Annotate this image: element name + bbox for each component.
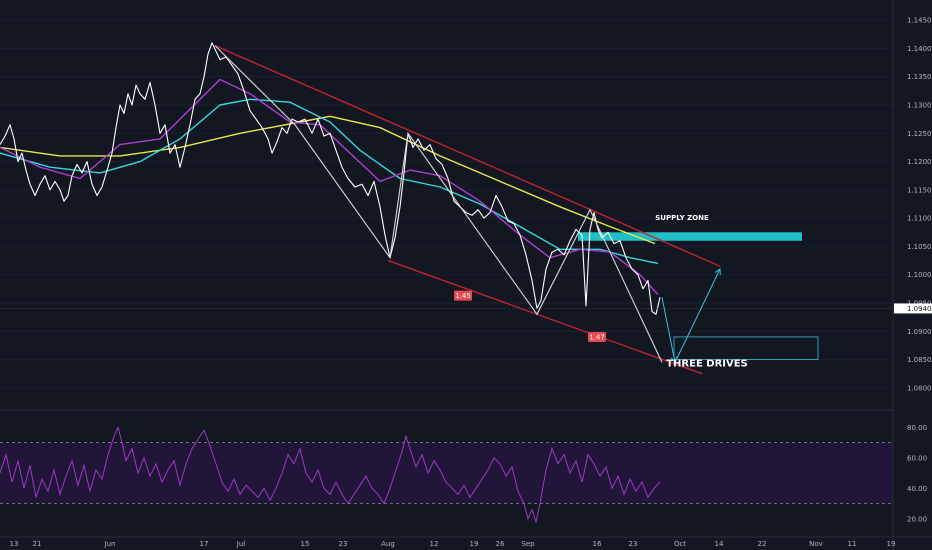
price-tick-label: 1.08000 <box>907 384 932 392</box>
price-tick-label: 1.12000 <box>907 158 932 166</box>
time-tick-label: 23 <box>339 540 348 548</box>
fib-ratio-text: 1.47 <box>589 334 605 342</box>
price-tick-label: 1.14000 <box>907 45 932 53</box>
time-tick-label: 22 <box>758 540 767 548</box>
time-tick-label: Aug <box>381 540 395 548</box>
time-tick-label: 11 <box>848 540 857 548</box>
last-price-tag: 1.09404 <box>894 303 932 314</box>
price-tick-label: 1.10500 <box>907 243 932 251</box>
supply-zone-label: SUPPLY ZONE <box>655 214 709 222</box>
time-tick-label: Oct <box>674 540 686 548</box>
time-tick-label: Jul <box>236 540 246 548</box>
rsi-tick-label: 80.00 <box>907 424 927 432</box>
moving-average-line-1 <box>0 115 656 245</box>
time-tick-label: 19 <box>887 540 896 548</box>
rsi-line <box>0 425 661 524</box>
time-tick-label: 19 <box>470 540 479 548</box>
fib-ratio-label: 1.47 <box>588 331 606 342</box>
time-tick-label: 14 <box>715 540 724 548</box>
fib-ratio-badge <box>588 331 606 342</box>
rsi-tick-label: 60.00 <box>907 454 927 462</box>
projection-arrowhead-down <box>670 356 678 364</box>
time-tick-label: 21 <box>33 540 42 548</box>
time-tick-label: 23 <box>629 540 638 548</box>
rsi-band <box>0 442 893 504</box>
fib-ratio-badge <box>454 290 472 301</box>
price-tick-label: 1.10000 <box>907 271 932 279</box>
rsi-tick-label: 20.00 <box>907 515 927 523</box>
price-tick-label: 1.11500 <box>907 186 932 194</box>
time-tick-label: Sep <box>521 540 535 548</box>
time-tick-label: 17 <box>200 540 209 548</box>
price-tick-label: 1.08500 <box>907 356 932 364</box>
time-tick-label: 13 <box>10 540 19 548</box>
price-tick-label: 1.11000 <box>907 215 932 223</box>
price-series-layer <box>0 42 893 315</box>
price-tick-label: 1.13000 <box>907 102 932 110</box>
time-tick-label: Nov <box>809 540 823 548</box>
annotations-layer: 1.45 1.47 SUPPLY ZONE THREE DRIVES <box>454 214 748 369</box>
rsi-pane <box>0 409 893 524</box>
target-box <box>673 336 819 360</box>
price-tick-label: 1.09000 <box>907 328 932 336</box>
rsi-tick-label: 40.00 <box>907 485 927 493</box>
drawings-layer <box>214 44 721 375</box>
last-price-box <box>894 303 932 314</box>
three-drives-label: THREE DRIVES <box>666 358 748 369</box>
fib-ratio-text: 1.45 <box>455 292 471 300</box>
upper-trendline <box>214 44 721 267</box>
moving-average-line-3 <box>0 78 659 295</box>
time-tick-label: 12 <box>430 540 439 548</box>
supply-zone-rect <box>578 232 802 241</box>
fib-ratio-label: 1.45 <box>454 290 472 301</box>
time-tick-label: Jun <box>104 540 116 548</box>
price-tick-label: 1.12500 <box>907 130 932 138</box>
time-tick-label: 15 <box>301 540 310 548</box>
zones-layer <box>578 232 819 360</box>
lower-trendline <box>387 259 703 375</box>
time-tick-label: 16 <box>593 540 602 548</box>
three-drives-pattern-line <box>214 45 663 363</box>
projection-arrowhead <box>714 268 721 276</box>
price-tick-label: 1.14500 <box>907 17 932 25</box>
time-tick-label: 26 <box>496 540 505 548</box>
price-tick-label: 1.13500 <box>907 73 932 81</box>
price-pane-grid <box>0 19 893 389</box>
last-price-text: 1.09404 <box>907 305 932 313</box>
price-line <box>0 42 661 315</box>
